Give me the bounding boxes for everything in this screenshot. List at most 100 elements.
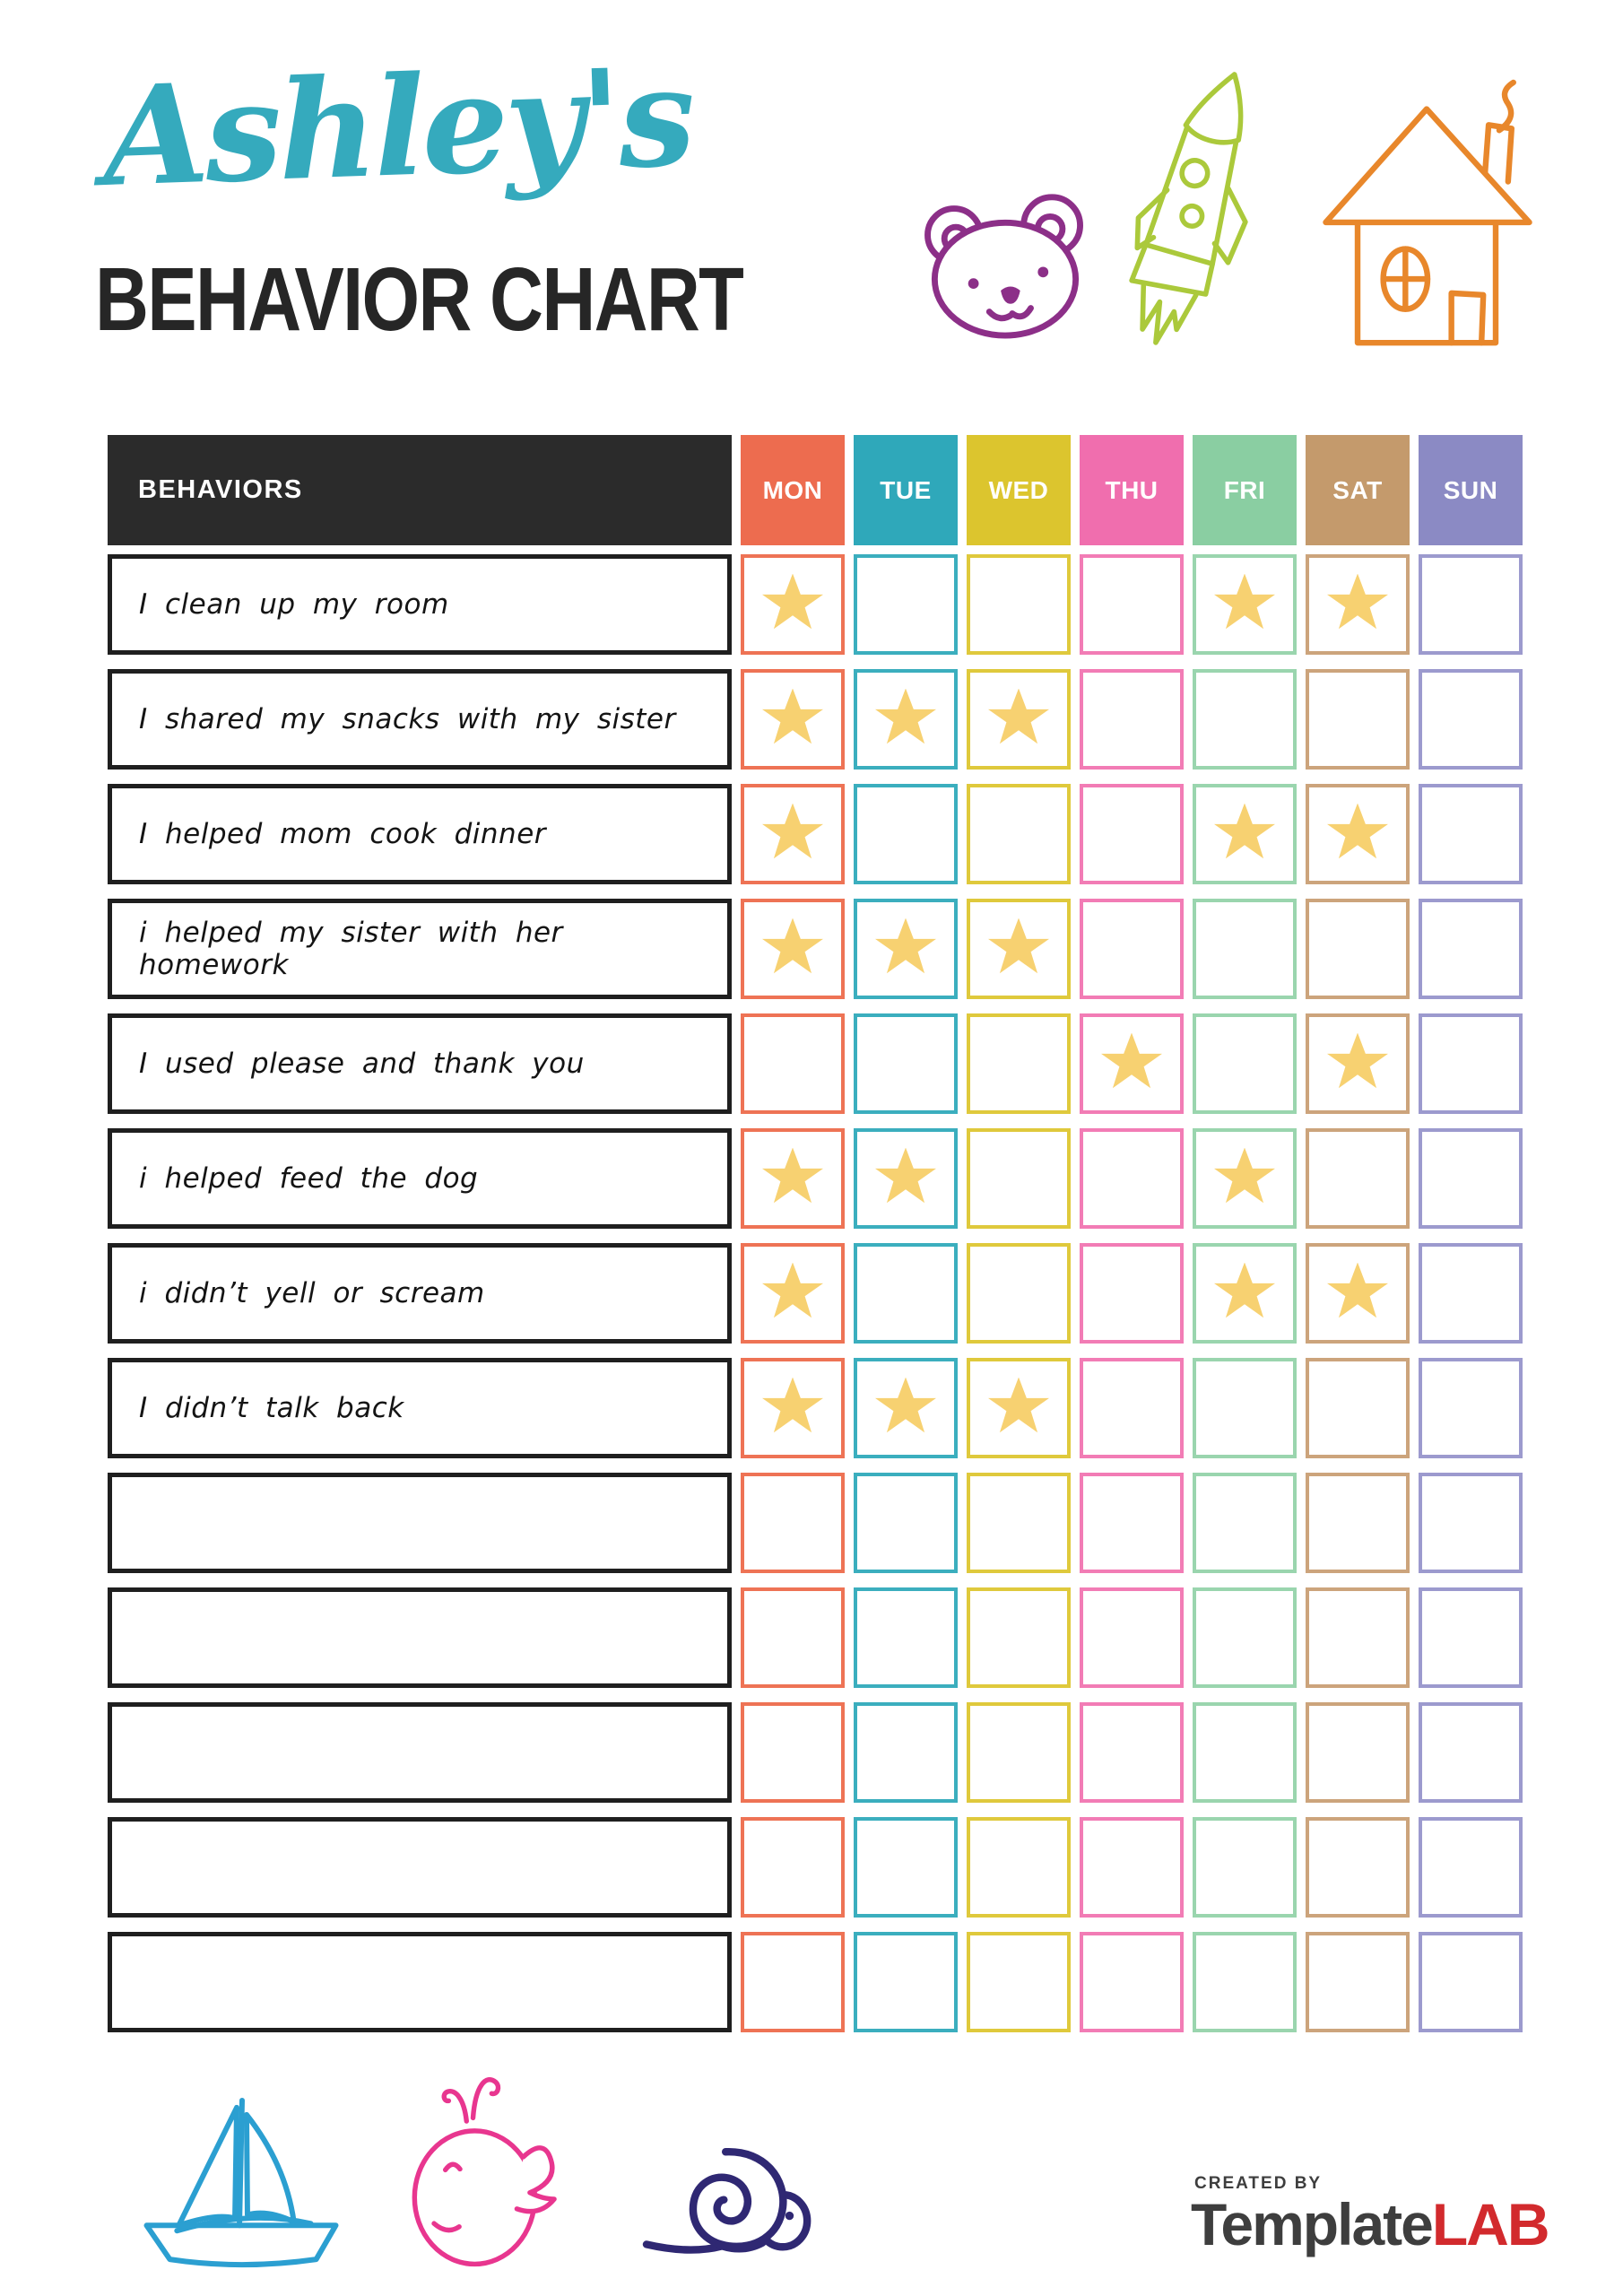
day-cell-tue[interactable] bbox=[854, 1013, 958, 1114]
day-cell-sun[interactable] bbox=[1419, 1013, 1523, 1114]
day-cell-thu[interactable] bbox=[1080, 1817, 1184, 1918]
day-cell-tue[interactable] bbox=[854, 554, 958, 655]
day-cell-fri[interactable] bbox=[1193, 1128, 1297, 1229]
day-cell-tue[interactable] bbox=[854, 669, 958, 770]
day-cell-fri[interactable] bbox=[1193, 554, 1297, 655]
day-cell-wed[interactable] bbox=[967, 1243, 1071, 1344]
day-cell-tue[interactable] bbox=[854, 1243, 958, 1344]
day-cell-wed[interactable] bbox=[967, 899, 1071, 999]
behavior-row: I shared my snacks with my sister bbox=[108, 669, 1523, 770]
day-cell-sun[interactable] bbox=[1419, 1243, 1523, 1344]
day-cell-fri[interactable] bbox=[1193, 669, 1297, 770]
day-cell-fri[interactable] bbox=[1193, 1358, 1297, 1458]
day-cell-mon[interactable] bbox=[741, 899, 845, 999]
day-cell-sat[interactable] bbox=[1306, 899, 1410, 999]
day-cell-thu[interactable] bbox=[1080, 1013, 1184, 1114]
day-cell-tue[interactable] bbox=[854, 784, 958, 884]
day-cell-wed[interactable] bbox=[967, 1013, 1071, 1114]
day-cell-thu[interactable] bbox=[1080, 899, 1184, 999]
day-cell-mon[interactable] bbox=[741, 1587, 845, 1688]
day-cell-sat[interactable] bbox=[1306, 1243, 1410, 1344]
day-cell-sun[interactable] bbox=[1419, 1587, 1523, 1688]
day-cell-tue[interactable] bbox=[854, 1587, 958, 1688]
day-cell-wed[interactable] bbox=[967, 1932, 1071, 2032]
behavior-row: i didn’t yell or scream bbox=[108, 1243, 1523, 1344]
day-cell-wed[interactable] bbox=[967, 669, 1071, 770]
day-cell-wed[interactable] bbox=[967, 554, 1071, 655]
day-cell-mon[interactable] bbox=[741, 1702, 845, 1803]
table-body: I clean up my room I shared my snacks wit… bbox=[108, 554, 1523, 2032]
day-cell-wed[interactable] bbox=[967, 1702, 1071, 1803]
day-cell-sun[interactable] bbox=[1419, 554, 1523, 655]
behaviors-column-header: BEHAVIORS bbox=[108, 435, 732, 545]
day-column-header-sun: SUN bbox=[1419, 435, 1523, 545]
day-cell-fri[interactable] bbox=[1193, 1013, 1297, 1114]
day-cell-sat[interactable] bbox=[1306, 1587, 1410, 1688]
day-cell-sat[interactable] bbox=[1306, 1358, 1410, 1458]
day-cell-sun[interactable] bbox=[1419, 669, 1523, 770]
day-cell-fri[interactable] bbox=[1193, 1932, 1297, 2032]
day-cell-mon[interactable] bbox=[741, 1817, 845, 1918]
behavior-chart-table: BEHAVIORS MON TUE WED THU FRI SAT SUN I clean … bbox=[108, 435, 1523, 2032]
star-icon bbox=[762, 1147, 823, 1204]
day-cell-sun[interactable] bbox=[1419, 1702, 1523, 1803]
day-cell-sat[interactable] bbox=[1306, 1702, 1410, 1803]
day-cell-thu[interactable] bbox=[1080, 1128, 1184, 1229]
day-cell-wed[interactable] bbox=[967, 1587, 1071, 1688]
day-cell-tue[interactable] bbox=[854, 1932, 958, 2032]
day-cell-wed[interactable] bbox=[967, 1473, 1071, 1573]
day-cell-tue[interactable] bbox=[854, 1817, 958, 1918]
day-cell-sun[interactable] bbox=[1419, 899, 1523, 999]
day-cell-tue[interactable] bbox=[854, 1473, 958, 1573]
behavior-row: I used please and thank you bbox=[108, 1013, 1523, 1114]
day-cell-fri[interactable] bbox=[1193, 1243, 1297, 1344]
day-cell-sat[interactable] bbox=[1306, 669, 1410, 770]
day-cell-sat[interactable] bbox=[1306, 1817, 1410, 1918]
day-cell-thu[interactable] bbox=[1080, 784, 1184, 884]
day-cell-thu[interactable] bbox=[1080, 554, 1184, 655]
day-cell-mon[interactable] bbox=[741, 1932, 845, 2032]
day-cell-fri[interactable] bbox=[1193, 1817, 1297, 1918]
day-cell-thu[interactable] bbox=[1080, 669, 1184, 770]
day-cell-thu[interactable] bbox=[1080, 1243, 1184, 1344]
day-cell-mon[interactable] bbox=[741, 1473, 845, 1573]
day-cell-fri[interactable] bbox=[1193, 1702, 1297, 1803]
day-cell-fri[interactable] bbox=[1193, 899, 1297, 999]
day-cell-mon[interactable] bbox=[741, 554, 845, 655]
day-cell-mon[interactable] bbox=[741, 669, 845, 770]
day-cell-fri[interactable] bbox=[1193, 1587, 1297, 1688]
day-cell-wed[interactable] bbox=[967, 1358, 1071, 1458]
day-cell-sun[interactable] bbox=[1419, 784, 1523, 884]
day-cell-tue[interactable] bbox=[854, 1128, 958, 1229]
day-cell-thu[interactable] bbox=[1080, 1702, 1184, 1803]
day-cell-mon[interactable] bbox=[741, 1243, 845, 1344]
day-cell-thu[interactable] bbox=[1080, 1473, 1184, 1573]
day-cell-thu[interactable] bbox=[1080, 1358, 1184, 1458]
day-cell-sun[interactable] bbox=[1419, 1473, 1523, 1573]
day-cell-mon[interactable] bbox=[741, 1013, 845, 1114]
day-cell-sat[interactable] bbox=[1306, 554, 1410, 655]
day-cell-sat[interactable] bbox=[1306, 1473, 1410, 1573]
day-cell-sun[interactable] bbox=[1419, 1817, 1523, 1918]
day-cell-sun[interactable] bbox=[1419, 1358, 1523, 1458]
day-cell-tue[interactable] bbox=[854, 1702, 958, 1803]
star-icon bbox=[1327, 1262, 1388, 1318]
day-cell-fri[interactable] bbox=[1193, 784, 1297, 884]
day-cell-sat[interactable] bbox=[1306, 1128, 1410, 1229]
day-cell-fri[interactable] bbox=[1193, 1473, 1297, 1573]
day-cell-sun[interactable] bbox=[1419, 1128, 1523, 1229]
day-cell-wed[interactable] bbox=[967, 784, 1071, 884]
day-cell-thu[interactable] bbox=[1080, 1587, 1184, 1688]
day-cell-mon[interactable] bbox=[741, 1358, 845, 1458]
day-cell-sat[interactable] bbox=[1306, 784, 1410, 884]
day-cell-sat[interactable] bbox=[1306, 1013, 1410, 1114]
day-cell-mon[interactable] bbox=[741, 784, 845, 884]
day-cell-thu[interactable] bbox=[1080, 1932, 1184, 2032]
day-cell-sat[interactable] bbox=[1306, 1932, 1410, 2032]
day-cell-wed[interactable] bbox=[967, 1128, 1071, 1229]
day-cell-wed[interactable] bbox=[967, 1817, 1071, 1918]
day-cell-tue[interactable] bbox=[854, 899, 958, 999]
day-cell-tue[interactable] bbox=[854, 1358, 958, 1458]
day-cell-mon[interactable] bbox=[741, 1128, 845, 1229]
day-cell-sun[interactable] bbox=[1419, 1932, 1523, 2032]
